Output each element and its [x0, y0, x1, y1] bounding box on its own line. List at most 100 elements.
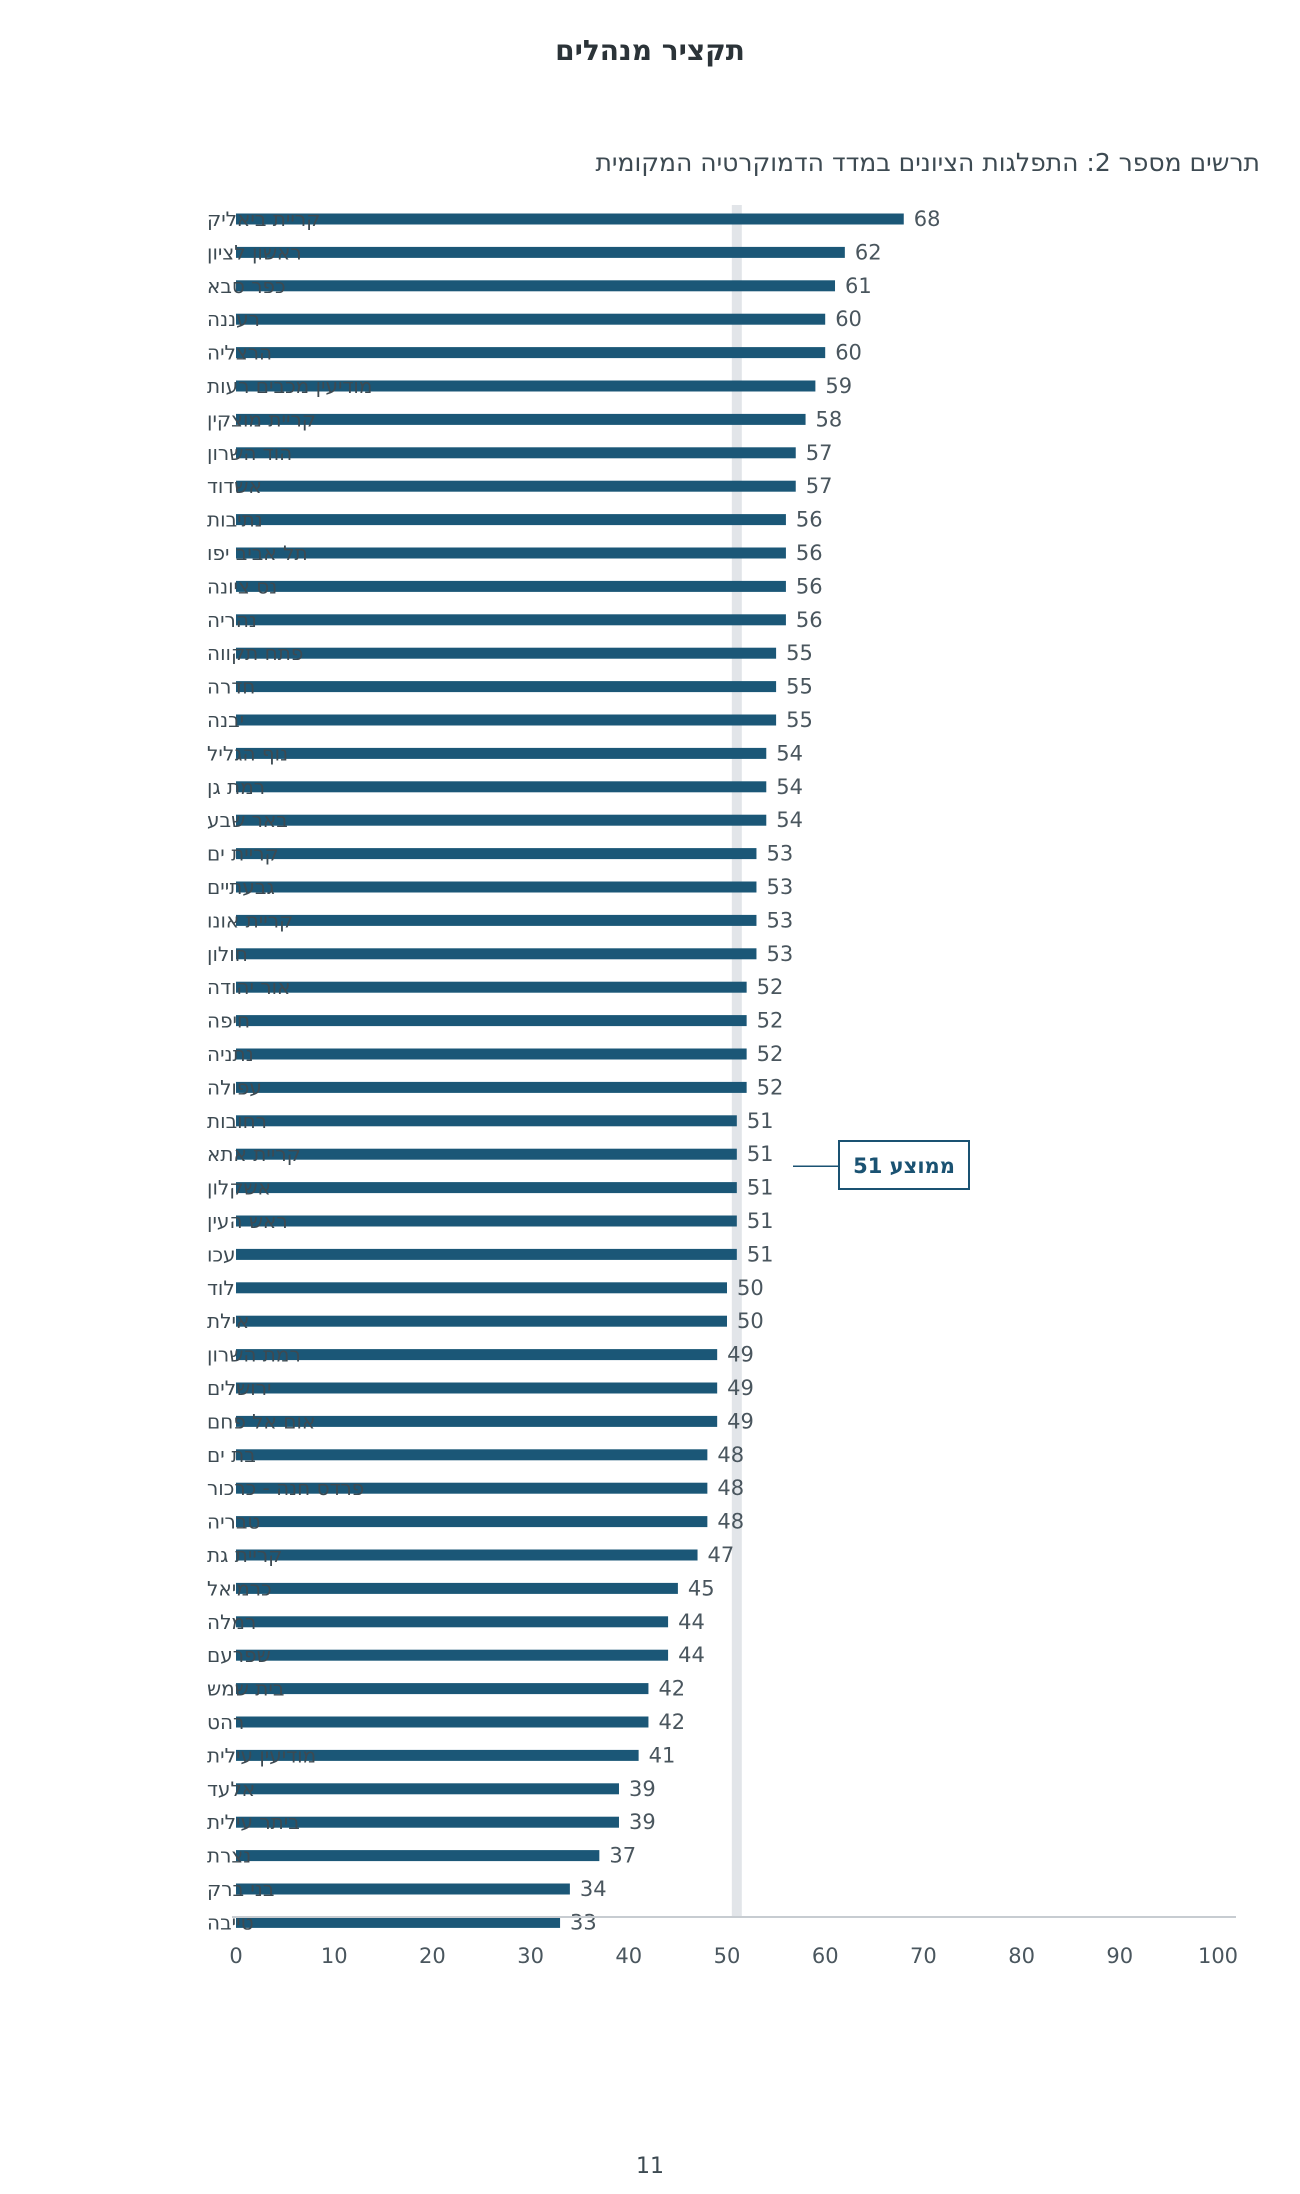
- bar: [236, 347, 826, 359]
- value-label: 51: [747, 1209, 774, 1233]
- bar: [236, 1683, 649, 1695]
- x-tick-label: 100: [1198, 1944, 1238, 1968]
- category-label: כפר סבא: [207, 274, 286, 298]
- bar: [236, 914, 757, 926]
- bar: [236, 413, 806, 425]
- category-label: אלעד: [207, 1777, 255, 1801]
- value-label: 62: [855, 240, 882, 264]
- bar: [236, 948, 757, 960]
- value-labels: 68 62 61 60 60 59 58 57 57 56 56 56 56 55 55 55 54 54 54 53…: [570, 207, 940, 1934]
- value-label: 55: [786, 675, 813, 699]
- value-label: 55: [786, 641, 813, 665]
- value-label: 51: [747, 1142, 774, 1166]
- bar: [236, 714, 777, 726]
- bar: [236, 848, 757, 860]
- category-label: אשקלון: [207, 1176, 271, 1200]
- category-label: בת ים: [207, 1443, 256, 1467]
- value-label: 39: [629, 1777, 656, 1801]
- category-label: חדרה: [207, 675, 255, 699]
- value-label: 50: [737, 1309, 764, 1333]
- value-label: 60: [835, 307, 862, 331]
- value-label: 56: [796, 574, 823, 598]
- value-label: 52: [757, 1042, 784, 1066]
- chart-title: תרשים מספר 2: התפלגות הציונים במדד הדמוק…: [595, 148, 1260, 177]
- category-label: רמת גן: [207, 775, 265, 799]
- x-tick-label: 30: [517, 1944, 544, 1968]
- bar: [236, 747, 767, 759]
- x-tick-label: 80: [1008, 1944, 1035, 1968]
- bar: [236, 814, 767, 826]
- bar: [236, 1415, 718, 1427]
- category-label: רמת השרון: [207, 1343, 301, 1367]
- bar: [236, 1816, 619, 1828]
- x-tick-label: 60: [812, 1944, 839, 1968]
- category-label: לוד: [207, 1276, 235, 1300]
- value-label: 48: [717, 1443, 744, 1467]
- value-label: 52: [757, 1075, 784, 1099]
- average-annotation: ממוצע 51: [793, 1140, 970, 1190]
- average-box: [838, 1140, 970, 1190]
- bar: [236, 1148, 737, 1160]
- value-label: 68: [914, 207, 941, 231]
- value-label: 60: [835, 341, 862, 365]
- category-label: רהט: [207, 1710, 244, 1734]
- x-tick-label: 90: [1106, 1944, 1133, 1968]
- category-label: טבריה: [207, 1510, 260, 1534]
- category-label: עכו: [207, 1242, 236, 1266]
- bar: [236, 1482, 708, 1494]
- category-label: בית שמש: [207, 1677, 284, 1701]
- category-label: נתיבות: [207, 508, 263, 532]
- category-label: פרדס חנה - כרכור: [207, 1476, 364, 1500]
- value-label: 56: [796, 541, 823, 565]
- value-label: 56: [796, 508, 823, 532]
- category-label: חולון: [207, 942, 248, 966]
- value-label: 51: [747, 1176, 774, 1200]
- value-label: 48: [717, 1510, 744, 1534]
- category-label: כרמיאל: [207, 1576, 272, 1600]
- value-label: 53: [766, 842, 793, 866]
- bar: [236, 480, 796, 492]
- category-label: רחובות: [207, 1109, 267, 1133]
- x-tick-label: 40: [615, 1944, 642, 1968]
- bar: [236, 1015, 747, 1027]
- category-label: הרצליה: [207, 341, 272, 365]
- category-label: נוף הגליל: [207, 741, 288, 765]
- bar: [236, 1850, 600, 1862]
- bar: [236, 647, 777, 659]
- value-label: 51: [747, 1242, 774, 1266]
- bar: [236, 1516, 708, 1528]
- value-label: 58: [816, 407, 843, 431]
- bar: [236, 881, 757, 893]
- category-label: ביתר עילית: [207, 1810, 300, 1834]
- value-label: 56: [796, 608, 823, 632]
- bar: [236, 781, 767, 793]
- value-label: 53: [766, 908, 793, 932]
- category-label: עפולה: [207, 1075, 262, 1099]
- bar: [236, 1182, 737, 1194]
- bar: [236, 1248, 737, 1260]
- category-label: נס ציונה: [207, 574, 277, 598]
- category-label: אילת: [207, 1309, 249, 1333]
- bar: [236, 614, 786, 626]
- category-label: קריית אונו: [207, 908, 293, 932]
- category-label: קריית מוצקין: [207, 407, 316, 431]
- value-label: 54: [776, 808, 803, 832]
- value-label: 61: [845, 274, 872, 298]
- value-label: 44: [678, 1610, 705, 1634]
- bar: [236, 246, 845, 258]
- category-label: רמלה: [207, 1610, 256, 1634]
- value-label: 44: [678, 1643, 705, 1667]
- bar: [236, 1048, 747, 1060]
- x-tick-label: 20: [419, 1944, 446, 1968]
- value-label: 51: [747, 1109, 774, 1133]
- value-label: 33: [570, 1910, 597, 1934]
- x-axis: 0 10 20 30 40 50 60 70 80 90 100: [229, 1916, 1238, 1968]
- average-layer: [731, 205, 742, 1917]
- value-label: 53: [766, 875, 793, 899]
- bar: [236, 1549, 698, 1561]
- category-label: קריית אתא: [207, 1142, 301, 1166]
- bar: [236, 1315, 727, 1327]
- category-label: אשדוד: [207, 474, 262, 498]
- bar: [236, 1916, 561, 1928]
